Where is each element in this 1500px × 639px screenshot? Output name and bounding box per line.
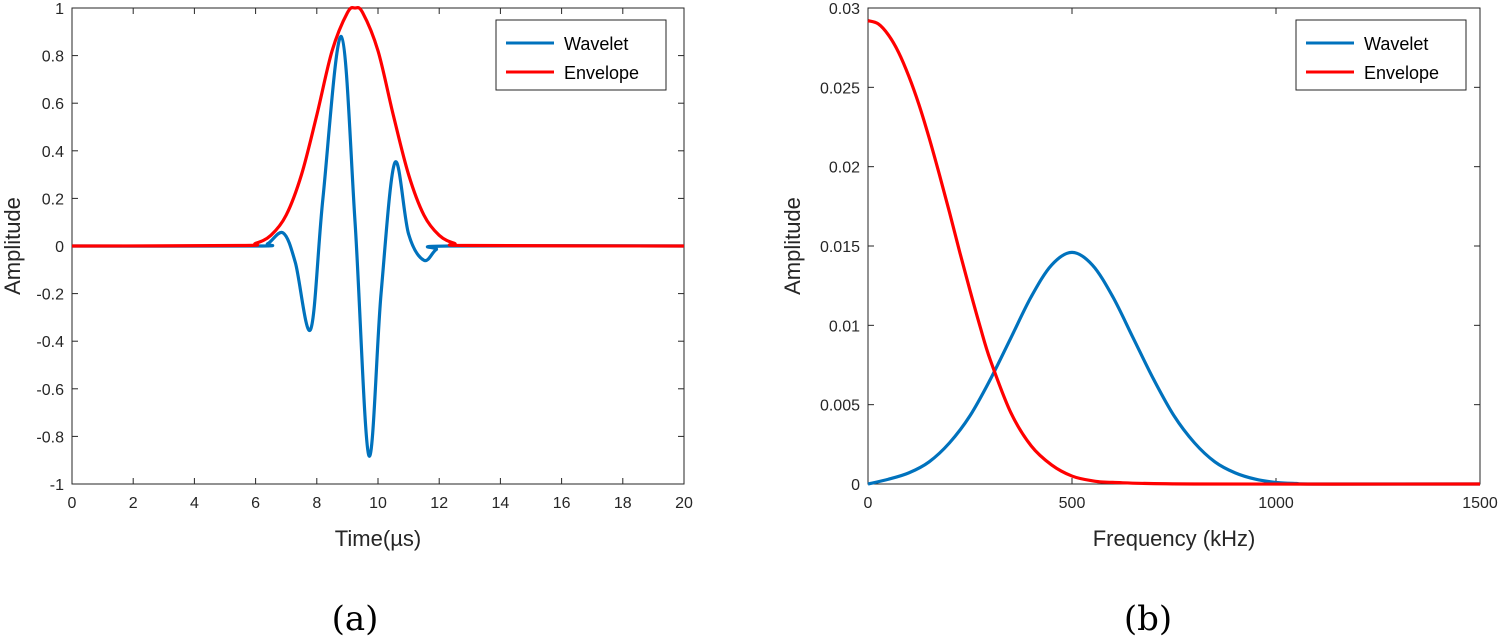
y-ticks-a: -1 -0.8 -0.6 -0.4 -0.2 0 0.2 0.4 0.6 0.8 1 bbox=[36, 1, 684, 494]
series-line-envelope-b bbox=[867, 19, 1481, 486]
x-tick-label-a-6: 12 bbox=[430, 495, 448, 512]
x-tick-label-a-0: 0 bbox=[68, 495, 77, 512]
y-tick-label-a-10: 1 bbox=[55, 1, 64, 18]
series-lines-b bbox=[867, 19, 1481, 486]
caption-b: (b) bbox=[1124, 599, 1172, 639]
panel-a: 0 2 4 6 8 10 12 14 16 18 20 -1 -0.8 -0.6 -0.4 -0.2 0 0.2… bbox=[0, 1, 693, 639]
x-tick-label-a-3: 6 bbox=[251, 495, 260, 512]
x-tick-label-a-8: 16 bbox=[553, 495, 571, 512]
y-tick-label-a-0: -1 bbox=[50, 477, 64, 494]
x-tick-label-a-1: 2 bbox=[129, 495, 138, 512]
x-tick-label-b-1: 500 bbox=[1059, 495, 1086, 512]
y-tick-label-a-4: -0.2 bbox=[36, 287, 64, 304]
y-tick-label-a-2: -0.6 bbox=[36, 382, 64, 399]
y-tick-label-a-8: 0.6 bbox=[42, 96, 64, 113]
y-tick-label-a-3: -0.4 bbox=[36, 334, 64, 351]
panel-b: 0 500 1000 1500 0 0.005 0.01 0.015 0.02 0.025 0.0… bbox=[780, 1, 1498, 639]
x-tick-label-a-10: 20 bbox=[675, 495, 693, 512]
legend-label-envelope-a: Envelope bbox=[564, 63, 639, 83]
legend-label-wavelet-b: Wavelet bbox=[1364, 34, 1428, 54]
y-tick-label-a-6: 0.2 bbox=[42, 191, 64, 208]
x-tick-label-a-5: 10 bbox=[369, 495, 387, 512]
series-line-wavelet-a bbox=[71, 34, 685, 458]
y-tick-label-a-5: 0 bbox=[55, 239, 64, 256]
x-ticks-b: 0 500 1000 1500 bbox=[864, 8, 1498, 512]
x-axis-label-a: Time(µs) bbox=[335, 526, 421, 551]
x-tick-label-a-4: 8 bbox=[312, 495, 321, 512]
x-tick-label-b-3: 1500 bbox=[1462, 495, 1498, 512]
series-line-wavelet-b bbox=[867, 250, 1481, 486]
x-tick-label-b-2: 1000 bbox=[1258, 495, 1294, 512]
x-ticks-a: 0 2 4 6 8 10 12 14 16 18 20 bbox=[68, 8, 693, 512]
legend-b: Wavelet Envelope bbox=[1295, 19, 1467, 91]
y-tick-label-a-9: 0.8 bbox=[42, 49, 64, 66]
legend-a: Wavelet Envelope bbox=[495, 19, 667, 91]
legend-box-b bbox=[1295, 19, 1467, 91]
series-lines-a bbox=[71, 6, 685, 458]
y-ticks-b: 0 0.005 0.01 0.015 0.02 0.025 0.03 bbox=[820, 1, 1480, 494]
y-axis-label-a: Amplitude bbox=[0, 197, 25, 295]
legend-label-wavelet-a: Wavelet bbox=[564, 34, 628, 54]
y-tick-label-b-0: 0 bbox=[851, 477, 860, 494]
y-tick-label-a-1: -0.8 bbox=[36, 429, 64, 446]
y-tick-label-b-1: 0.005 bbox=[820, 398, 860, 415]
y-tick-label-b-6: 0.03 bbox=[829, 1, 860, 18]
y-axis-label-b: Amplitude bbox=[780, 197, 805, 295]
caption-a: (a) bbox=[332, 599, 379, 639]
x-axis-label-b: Frequency (kHz) bbox=[1093, 526, 1256, 551]
y-tick-label-b-2: 0.01 bbox=[829, 318, 860, 335]
y-tick-label-b-3: 0.015 bbox=[820, 239, 860, 256]
y-tick-label-a-7: 0.4 bbox=[42, 144, 64, 161]
series-line-envelope-a bbox=[71, 6, 685, 248]
x-tick-label-a-7: 14 bbox=[492, 495, 510, 512]
y-tick-label-b-4: 0.02 bbox=[829, 160, 860, 177]
x-tick-label-a-2: 4 bbox=[190, 495, 199, 512]
legend-label-envelope-b: Envelope bbox=[1364, 63, 1439, 83]
x-tick-label-a-9: 18 bbox=[614, 495, 632, 512]
legend-box-a bbox=[495, 19, 667, 91]
y-tick-label-b-5: 0.025 bbox=[820, 80, 860, 97]
x-tick-label-b-0: 0 bbox=[864, 495, 873, 512]
